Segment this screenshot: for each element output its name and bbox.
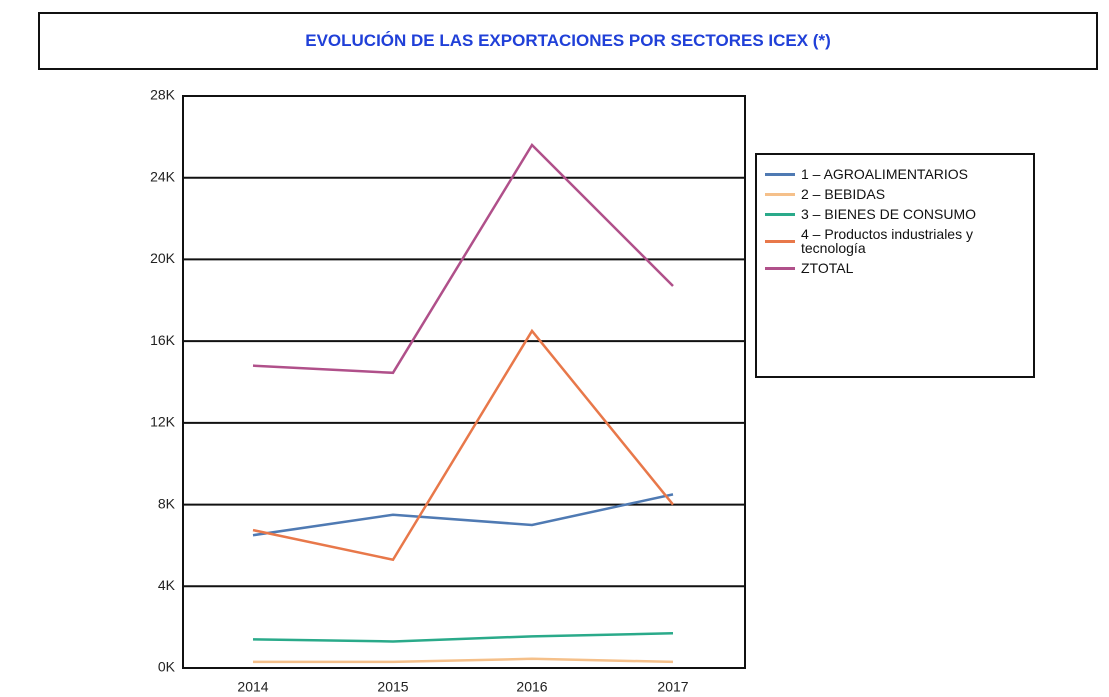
legend-swatch (765, 239, 795, 243)
y-tick-label: 16K (150, 332, 176, 348)
legend: 1 – AGROALIMENTARIOS 2 – BEBIDAS 3 – BIENE… (755, 153, 1035, 378)
legend-label: ZTOTAL (801, 260, 854, 276)
legend-label: 1 – AGROALIMENTARIOS (801, 166, 969, 182)
y-tick-label: 12K (150, 414, 176, 430)
legend-swatch (765, 172, 795, 176)
chart-title: EVOLUCIÓN DE LAS EXPORTACIONES POR SECTO… (38, 12, 1098, 70)
legend-swatch (765, 266, 795, 270)
legend-swatch (765, 212, 795, 216)
y-tick-label: 4K (158, 577, 176, 593)
y-tick-label: 24K (150, 168, 176, 184)
legend-item: ZTOTAL (765, 261, 1025, 275)
x-tick-label: 2016 (516, 679, 547, 695)
legend-label: 3 – BIENES DE CONSUMO (801, 206, 977, 222)
legend-item: 1 – AGROALIMENTARIOS (765, 167, 1025, 181)
x-tick-label: 2015 (377, 679, 408, 695)
y-tick-label: 28K (150, 87, 176, 103)
x-tick-label: 2014 (237, 679, 268, 695)
series-line (252, 328, 674, 562)
legend-item: 4 – Productos industriales y tecnología (765, 227, 1025, 255)
series-line (252, 632, 674, 643)
legend-label: 4 – Productos industriales y tecnología (801, 226, 973, 256)
legend-item: 3 – BIENES DE CONSUMO (765, 207, 1025, 221)
series-line (253, 657, 674, 664)
legend-label: 2 – BEBIDAS (801, 186, 886, 202)
x-tick-label: 2017 (657, 679, 688, 695)
series-line (252, 493, 674, 537)
legend-swatch (765, 192, 795, 196)
y-tick-label: 20K (150, 250, 176, 266)
plot-border (182, 95, 746, 669)
series-line (252, 143, 674, 375)
y-tick-label: 0K (158, 659, 176, 675)
legend-item: 2 – BEBIDAS (765, 187, 1025, 201)
y-tick-label: 8K (158, 495, 176, 511)
